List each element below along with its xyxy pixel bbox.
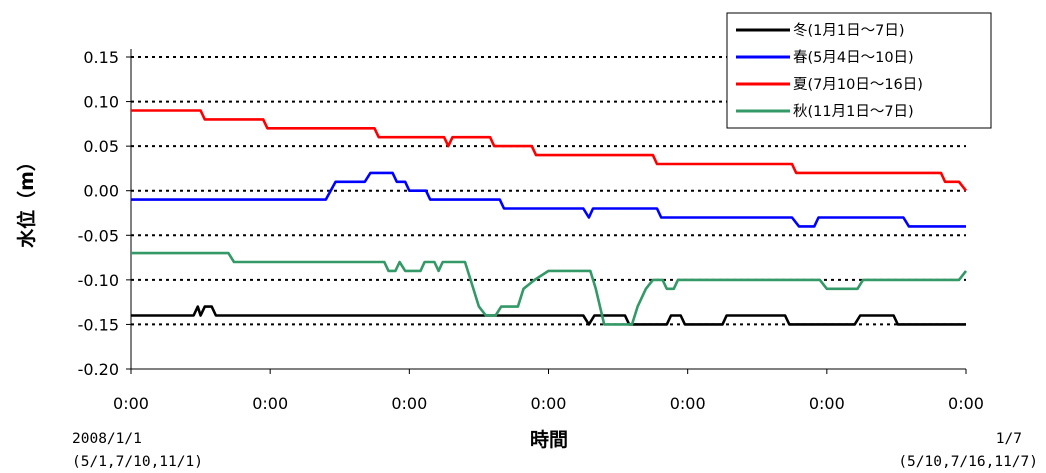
y-tick-label: -0.20 <box>78 360 119 379</box>
end-date-note: 1/7 <box>996 431 1022 447</box>
y-tick-label: 0.05 <box>83 137 119 156</box>
x-tick-label: 0:00 <box>670 394 706 413</box>
y-tick-labels: 0.15 0.10 0.05 0.00 -0.05 -0.10 -0.15 -0.20 <box>78 48 119 379</box>
start-date-note-sub: (5/1,7/10,11/1) <box>72 454 203 470</box>
x-tick-label: 0:00 <box>531 394 567 413</box>
y-tick-label: -0.05 <box>78 226 119 245</box>
series-line-summer <box>131 109 968 192</box>
end-date-note-sub: (5/10,7/16,11/7) <box>898 454 1038 470</box>
x-tick-label: 0:00 <box>948 394 984 413</box>
y-tick-label: -0.15 <box>78 315 119 334</box>
y-axis-title: 水位（m） <box>15 152 38 248</box>
start-date-note: 2008/1/1 <box>72 431 142 447</box>
series-line-autumn <box>131 251 968 326</box>
x-tick-label: 0:00 <box>113 394 149 413</box>
x-tick-label: 0:00 <box>252 394 288 413</box>
y-tick-label: 0.10 <box>83 93 119 112</box>
x-axis-title: 時間 <box>530 429 568 451</box>
legend-label-spring: 春(5月4日～10日) <box>793 49 914 66</box>
x-tick-labels: 0:00 0:00 0:00 0:00 0:00 0:00 0:00 <box>113 394 984 413</box>
legend-box <box>726 12 992 129</box>
y-tick-label: 0.15 <box>83 48 119 67</box>
legend-label-summer: 夏(7月10日～16日) <box>793 77 923 93</box>
y-tick-label: 0.00 <box>83 182 119 201</box>
legend-label-autumn: 秋(11月1日～7日) <box>793 103 914 120</box>
series-lines <box>131 109 968 326</box>
legend: 冬(1月1日～7日) 春(5月4日～10日) 夏(7月10日～16日) 秋(11… <box>726 12 992 129</box>
series-line-spring <box>131 171 966 228</box>
x-tick-label: 0:00 <box>809 394 845 413</box>
y-tick-label: -0.10 <box>78 271 119 290</box>
series-line-winter <box>131 305 966 326</box>
legend-label-winter: 冬(1月1日～7日) <box>793 22 905 39</box>
x-tick-label: 0:00 <box>391 394 427 413</box>
